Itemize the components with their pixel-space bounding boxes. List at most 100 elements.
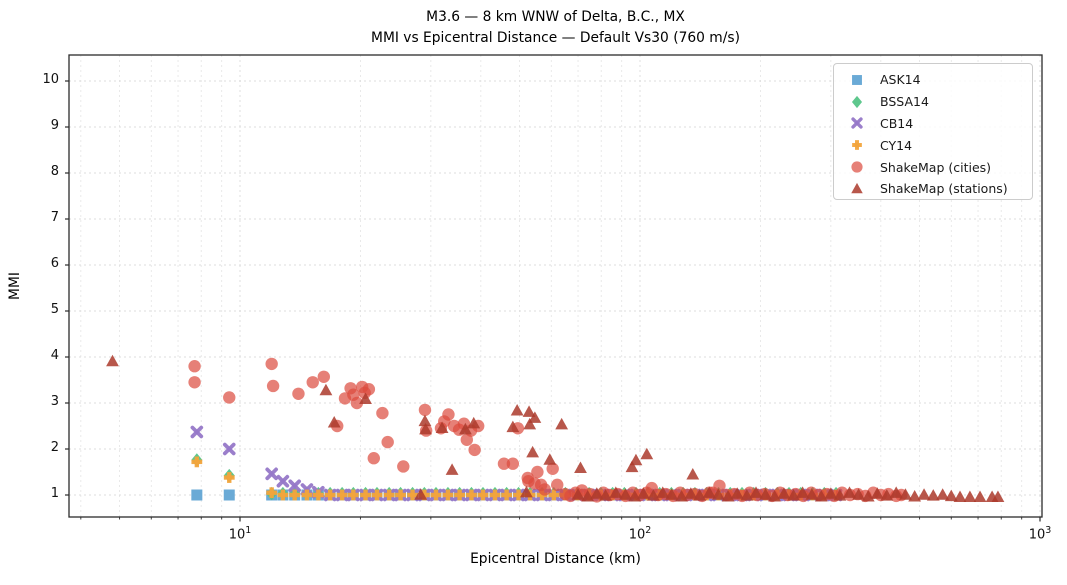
y-tick-label: 6: [50, 256, 59, 271]
data-point-shakemap-stations: [523, 417, 537, 430]
data-point-shakemap-stations: [702, 486, 716, 498]
data-point-shakemap-stations: [796, 486, 810, 498]
data-point-cb14: [276, 474, 290, 488]
data-point-shakemap-stations: [711, 488, 725, 500]
data-point-shakemap-cities: [306, 376, 319, 389]
data-point-shakemap-stations: [520, 485, 533, 498]
data-point-cy14: [383, 489, 395, 501]
data-point-shakemap-stations: [749, 486, 763, 498]
data-point-shakemap-stations: [656, 486, 670, 498]
data-point-shakemap-stations: [327, 415, 341, 428]
y-tick-label: 1: [50, 486, 59, 501]
data-point-cy14: [347, 489, 359, 501]
x-tick-label: 101: [228, 525, 252, 543]
data-point-cy14: [301, 489, 313, 501]
data-point-shakemap-cities: [546, 462, 559, 475]
data-point-shakemap-stations: [526, 445, 540, 458]
data-point-shakemap-stations: [889, 486, 903, 498]
data-point-cy14: [223, 472, 235, 483]
data-point-shakemap-cities: [468, 443, 481, 457]
data-point-shakemap-stations: [665, 488, 679, 500]
legend-item-cy14: CY14: [846, 134, 1032, 156]
legend-label: ShakeMap (cities): [880, 159, 992, 175]
legend-marker-square-icon: [852, 74, 862, 85]
y-tick-label: 3: [50, 394, 59, 409]
data-point-cb14: [190, 425, 204, 439]
legend-marker-x-icon: [851, 117, 863, 130]
data-point-shakemap-stations: [759, 488, 772, 500]
y-tick-label: 2: [50, 440, 59, 455]
data-point-cy14: [191, 456, 203, 468]
data-point-shakemap-cities: [362, 383, 376, 396]
data-point-cy14: [395, 489, 406, 501]
data-point-shakemap-cities: [397, 460, 410, 473]
y-axis-label: MMI: [7, 272, 23, 300]
data-point-shakemap-cities: [381, 435, 394, 449]
data-point-shakemap-stations: [506, 420, 520, 433]
legend-marker-triangle-icon: [851, 182, 863, 194]
data-point-shakemap-stations: [936, 488, 950, 500]
data-point-shakemap-stations: [944, 489, 958, 502]
data-point-shakemap-stations: [629, 453, 643, 466]
legend-item-bssa14: BSSA14: [846, 91, 1032, 113]
data-point-ask14: [191, 489, 203, 501]
legend-label: BSSA14: [880, 94, 929, 110]
data-point-shakemap-stations: [458, 422, 472, 435]
data-point-shakemap-cities: [538, 483, 551, 496]
data-point-shakemap-stations: [574, 461, 587, 474]
data-point-cy14: [289, 489, 301, 501]
legend: ASK14 BSSA14 CB14 CY14 ShakeMap (cities) Shak…: [833, 63, 1033, 200]
data-point-shakemap-stations: [833, 489, 847, 501]
data-point-shakemap-stations: [777, 487, 791, 499]
data-point-cy14: [360, 489, 371, 501]
data-point-shakemap-stations: [843, 486, 856, 498]
data-point-shakemap-stations: [917, 488, 931, 500]
data-point-shakemap-stations: [640, 447, 654, 460]
data-point-shakemap-cities: [292, 387, 305, 400]
chart-title: M3.6 — 8 km WNW of Delta, B.C., MX: [426, 9, 685, 25]
x-axis-label: Epicentral Distance (km): [470, 551, 641, 567]
data-point-shakemap-stations: [319, 383, 333, 396]
data-point-shakemap-stations: [599, 489, 612, 501]
data-point-shakemap-stations: [870, 487, 884, 499]
data-point-shakemap-cities: [376, 406, 389, 420]
data-point-shakemap-stations: [908, 490, 922, 502]
data-point-shakemap-stations: [419, 422, 432, 435]
data-point-cb14: [265, 467, 278, 481]
data-point-cy14: [442, 489, 454, 501]
data-point-shakemap-stations: [730, 487, 744, 499]
data-point-shakemap-stations: [571, 488, 585, 500]
data-point-cy14: [312, 489, 324, 501]
data-point-shakemap-cities: [551, 478, 564, 492]
data-point-shakemap-cities: [350, 396, 364, 410]
data-point-shakemap-stations: [510, 404, 524, 416]
data-point-cy14: [407, 489, 418, 501]
data-point-shakemap-stations: [899, 488, 912, 500]
x-tick-label: 102: [628, 525, 652, 543]
legend-marker-circle-icon: [851, 161, 863, 173]
data-point-shakemap-cities: [223, 391, 236, 404]
series-shakemap-cities: [188, 357, 908, 503]
data-point-cy14: [454, 489, 466, 501]
data-point-cy14: [477, 489, 489, 501]
data-point-shakemap-stations: [973, 490, 987, 502]
data-point-shakemap-stations: [684, 487, 698, 499]
y-tick-label: 8: [50, 164, 59, 179]
data-point-shakemap-stations: [414, 488, 428, 500]
x-tick-label: 103: [1028, 525, 1052, 543]
data-point-shakemap-cities: [418, 403, 432, 417]
data-point-shakemap-stations: [963, 490, 977, 502]
data-point-cb14: [288, 479, 301, 493]
data-point-cb14: [222, 442, 236, 456]
chart-subtitle: MMI vs Epicentral Distance — Default Vs3…: [371, 30, 740, 46]
data-point-shakemap-cities: [506, 457, 520, 470]
data-point-shakemap-stations: [445, 463, 459, 475]
data-point-cy14: [336, 489, 348, 501]
legend-label: CB14: [880, 115, 914, 131]
y-tick-label: 7: [50, 210, 59, 225]
y-tick-label: 5: [50, 302, 59, 317]
data-point-ask14: [223, 489, 235, 501]
data-point-shakemap-stations: [418, 414, 432, 427]
data-point-shakemap-stations: [106, 354, 119, 367]
